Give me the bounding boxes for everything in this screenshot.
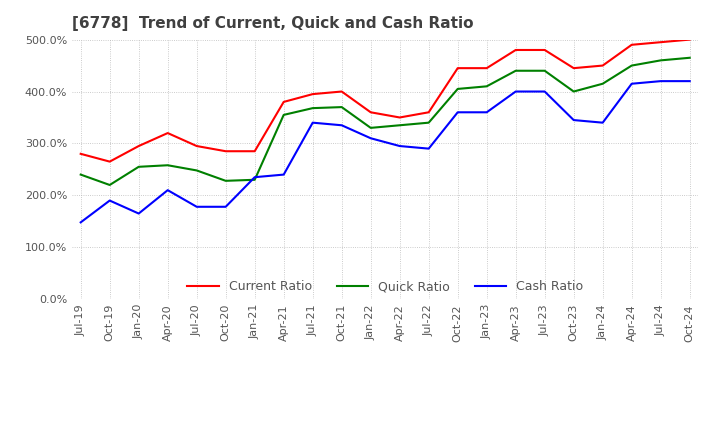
Cash Ratio bbox=[627, 81, 636, 86]
Cash Ratio bbox=[192, 204, 201, 209]
Cash Ratio bbox=[570, 117, 578, 123]
Quick Ratio bbox=[482, 84, 491, 89]
Line: Quick Ratio: Quick Ratio bbox=[81, 58, 690, 185]
Current Ratio bbox=[308, 92, 317, 97]
Cash Ratio bbox=[685, 78, 694, 84]
Current Ratio bbox=[279, 99, 288, 105]
Current Ratio bbox=[454, 66, 462, 71]
Cash Ratio bbox=[221, 204, 230, 209]
Cash Ratio bbox=[76, 220, 85, 225]
Cash Ratio bbox=[308, 120, 317, 125]
Current Ratio bbox=[366, 110, 375, 115]
Quick Ratio bbox=[570, 89, 578, 94]
Cash Ratio bbox=[424, 146, 433, 151]
Quick Ratio bbox=[366, 125, 375, 131]
Quick Ratio bbox=[627, 63, 636, 68]
Quick Ratio bbox=[192, 168, 201, 173]
Cash Ratio bbox=[338, 123, 346, 128]
Quick Ratio bbox=[135, 164, 143, 169]
Legend: Current Ratio, Quick Ratio, Cash Ratio: Current Ratio, Quick Ratio, Cash Ratio bbox=[182, 275, 588, 298]
Cash Ratio bbox=[135, 211, 143, 216]
Quick Ratio bbox=[657, 58, 665, 63]
Current Ratio bbox=[657, 40, 665, 45]
Quick Ratio bbox=[424, 120, 433, 125]
Quick Ratio bbox=[598, 81, 607, 86]
Line: Cash Ratio: Cash Ratio bbox=[81, 81, 690, 222]
Cash Ratio bbox=[279, 172, 288, 177]
Current Ratio bbox=[511, 48, 520, 53]
Cash Ratio bbox=[541, 89, 549, 94]
Cash Ratio bbox=[598, 120, 607, 125]
Current Ratio bbox=[338, 89, 346, 94]
Quick Ratio bbox=[685, 55, 694, 60]
Current Ratio bbox=[627, 42, 636, 48]
Quick Ratio bbox=[308, 106, 317, 111]
Quick Ratio bbox=[511, 68, 520, 73]
Cash Ratio bbox=[482, 110, 491, 115]
Current Ratio bbox=[685, 37, 694, 42]
Quick Ratio bbox=[251, 177, 259, 183]
Cash Ratio bbox=[657, 78, 665, 84]
Current Ratio bbox=[395, 115, 404, 120]
Cash Ratio bbox=[395, 143, 404, 149]
Quick Ratio bbox=[395, 123, 404, 128]
Quick Ratio bbox=[221, 178, 230, 183]
Current Ratio bbox=[163, 130, 172, 136]
Quick Ratio bbox=[105, 182, 114, 187]
Quick Ratio bbox=[279, 112, 288, 117]
Current Ratio bbox=[541, 48, 549, 53]
Current Ratio bbox=[570, 66, 578, 71]
Current Ratio bbox=[598, 63, 607, 68]
Current Ratio bbox=[251, 149, 259, 154]
Cash Ratio bbox=[454, 110, 462, 115]
Quick Ratio bbox=[76, 172, 85, 177]
Cash Ratio bbox=[511, 89, 520, 94]
Current Ratio bbox=[105, 159, 114, 164]
Current Ratio bbox=[135, 143, 143, 149]
Current Ratio bbox=[221, 149, 230, 154]
Current Ratio bbox=[482, 66, 491, 71]
Quick Ratio bbox=[454, 86, 462, 92]
Text: [6778]  Trend of Current, Quick and Cash Ratio: [6778] Trend of Current, Quick and Cash … bbox=[72, 16, 474, 32]
Quick Ratio bbox=[541, 68, 549, 73]
Cash Ratio bbox=[251, 175, 259, 180]
Current Ratio bbox=[192, 143, 201, 149]
Current Ratio bbox=[76, 151, 85, 157]
Current Ratio bbox=[424, 110, 433, 115]
Quick Ratio bbox=[163, 163, 172, 168]
Cash Ratio bbox=[366, 136, 375, 141]
Cash Ratio bbox=[105, 198, 114, 203]
Cash Ratio bbox=[163, 187, 172, 193]
Line: Current Ratio: Current Ratio bbox=[81, 40, 690, 161]
Quick Ratio bbox=[338, 104, 346, 110]
